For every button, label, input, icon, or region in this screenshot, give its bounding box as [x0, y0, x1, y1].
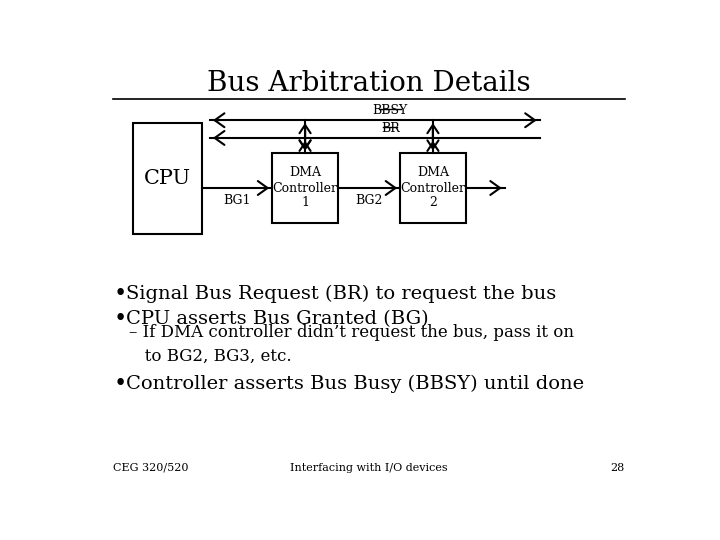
Text: CPU: CPU	[144, 169, 191, 188]
Text: – If DMA controller didn’t request the bus, pass it on
   to BG2, BG3, etc.: – If DMA controller didn’t request the b…	[129, 324, 574, 365]
Text: CEG 320/520: CEG 320/520	[113, 462, 189, 472]
Text: BG1: BG1	[223, 194, 251, 207]
Text: 28: 28	[611, 462, 625, 472]
Text: BR: BR	[381, 122, 400, 135]
Text: CPU asserts Bus Granted (BG): CPU asserts Bus Granted (BG)	[126, 310, 428, 328]
Text: •: •	[113, 373, 127, 395]
Text: DMA
Controller
2: DMA Controller 2	[400, 166, 465, 210]
Bar	[132, 123, 202, 234]
Text: Signal Bus Request (BR) to request the bus: Signal Bus Request (BR) to request the b…	[126, 285, 556, 303]
Text: Controller asserts Bus Busy (BBSY) until done: Controller asserts Bus Busy (BBSY) until…	[126, 375, 584, 394]
Text: BG2: BG2	[355, 194, 383, 207]
Text: Interfacing with I/O devices: Interfacing with I/O devices	[290, 462, 448, 472]
Bar	[272, 153, 338, 222]
Text: Bus Arbitration Details: Bus Arbitration Details	[207, 70, 531, 97]
Text: BBSY: BBSY	[373, 104, 408, 117]
Bar	[400, 153, 466, 222]
Text: DMA
Controller
1: DMA Controller 1	[273, 166, 338, 210]
Text: •: •	[113, 284, 127, 305]
Text: •: •	[113, 308, 127, 330]
